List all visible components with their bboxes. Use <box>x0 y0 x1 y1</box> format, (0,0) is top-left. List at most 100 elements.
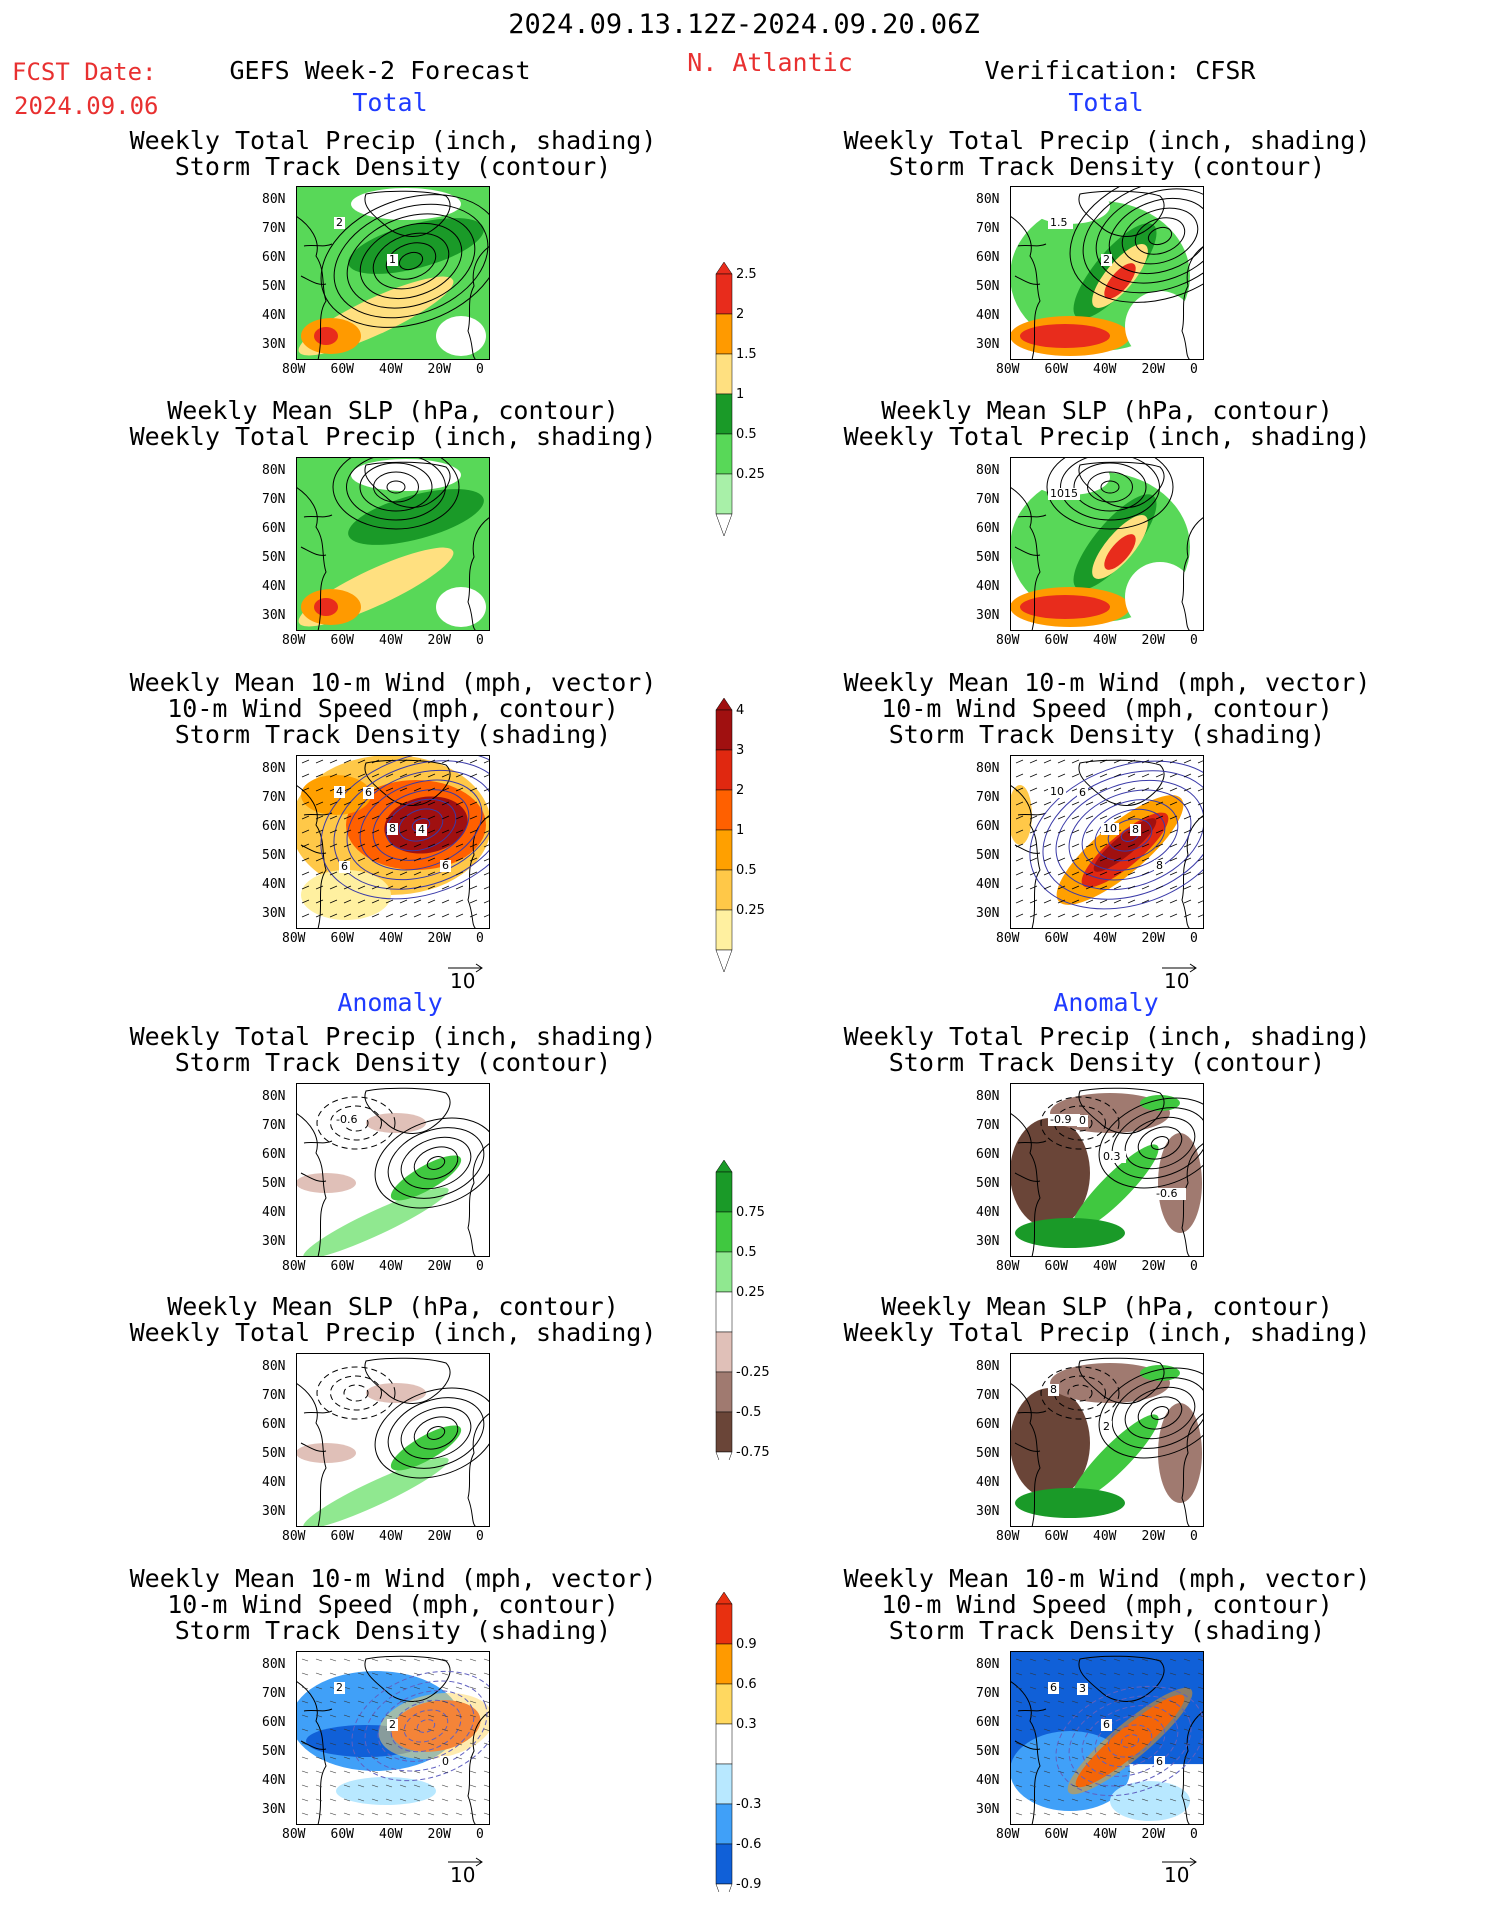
contour-label: 0 <box>1079 1114 1086 1127</box>
lon-tick-l-2-4: 0 <box>476 931 484 946</box>
lon-tick-r-0-0: 80W <box>996 362 1020 377</box>
panel-title-r-1-0: Weekly Mean SLP (hPa, contour) <box>881 396 1333 425</box>
vector-reference-arrow: 10 <box>1162 1857 1197 1884</box>
vector-reference-arrow: 10 <box>448 963 483 990</box>
colorbar-swatch <box>715 273 733 315</box>
lon-tick-r-0-3: 20W <box>1141 362 1165 377</box>
lon-tick-l-5-2: 40W <box>379 1827 403 1842</box>
colorbar-label: 0.5 <box>736 863 757 878</box>
lat-tick-l-1-4: 40N <box>262 579 286 594</box>
precip-anomaly-colorbar: 0.75 0.5 0.25 -0.25 -0.5 -0.75 <box>715 1160 770 1460</box>
lon-tick-r-2-2: 40W <box>1093 931 1117 946</box>
map-r-slp_total: 1015 <box>1010 457 1204 631</box>
track-density-anomaly-colorbar: 0.9 0.6 0.3 -0.3 -0.6 -0.9 <box>715 1592 761 1892</box>
right-total-label: Total <box>1068 88 1144 117</box>
panel-title-l-4-1: Weekly Total Precip (inch, shading) <box>129 1318 657 1347</box>
lat-tick-l-2-3: 50N <box>262 848 286 863</box>
lon-tick-l-0-2: 40W <box>379 362 403 377</box>
panel-title-l-2-2: Storm Track Density (shading) <box>174 720 612 749</box>
lon-tick-l-3-1: 60W <box>330 1259 354 1274</box>
lon-tick-r-4-1: 60W <box>1044 1529 1068 1544</box>
contour-label: 10 <box>1050 785 1064 798</box>
lon-tick-r-2-0: 80W <box>996 931 1020 946</box>
lat-tick-r-3-4: 40N <box>976 1205 1000 1220</box>
lon-tick-r-3-2: 40W <box>1093 1259 1117 1274</box>
panel-title-l-3-1: Storm Track Density (contour) <box>174 1048 612 1077</box>
colorbar-swatch <box>715 1411 733 1453</box>
vector-reference-arrow: 10 <box>1162 963 1197 990</box>
lon-tick-l-5-3: 20W <box>427 1827 451 1842</box>
colorbar-swatch <box>715 1171 733 1213</box>
lon-tick-l-3-4: 0 <box>476 1259 484 1274</box>
date-range-title: 2024.09.13.12Z-2024.09.20.06Z <box>508 9 980 40</box>
lon-tick-r-1-3: 20W <box>1141 633 1165 648</box>
lat-tick-r-0-4: 40N <box>976 308 1000 323</box>
contour-label: 8 <box>1156 859 1163 872</box>
lat-tick-l-2-1: 70N <box>262 790 286 805</box>
panel-title-l-1-0: Weekly Mean SLP (hPa, contour) <box>167 396 619 425</box>
right-column-title: Verification: CFSR <box>984 56 1256 85</box>
lat-tick-r-2-1: 70N <box>976 790 1000 805</box>
colorbar-label: 0.3 <box>736 1717 757 1732</box>
lat-tick-r-2-5: 30N <box>976 906 1000 921</box>
contour-label: 3 <box>1079 1682 1086 1695</box>
panel-title-l-5-2: Storm Track Density (shading) <box>174 1616 612 1645</box>
lat-tick-l-1-3: 50N <box>262 550 286 565</box>
contour-label: 6 <box>1079 786 1086 799</box>
map-r-precip_anom: -0.9 0.3 -0.6 0 <box>1010 1083 1204 1257</box>
lat-tick-r-0-0: 80N <box>976 192 1000 207</box>
panel-title-r-5-2: Storm Track Density (shading) <box>888 1616 1326 1645</box>
colorbar-label: -0.6 <box>736 1837 761 1852</box>
colorbar-label: 0.25 <box>736 903 765 918</box>
panel-title-r-2-0: Weekly Mean 10-m Wind (mph, vector) <box>843 668 1371 697</box>
lat-tick-r-0-1: 70N <box>976 221 1000 236</box>
colorbar-label: 4 <box>736 703 744 718</box>
colorbar-swatch <box>715 393 733 435</box>
lon-tick-r-2-4: 0 <box>1190 931 1198 946</box>
panel-title-l-4-0: Weekly Mean SLP (hPa, contour) <box>167 1292 619 1321</box>
colorbar-label: 0.75 <box>736 1205 765 1220</box>
lon-tick-r-5-3: 20W <box>1141 1827 1165 1842</box>
lat-tick-l-3-2: 60N <box>262 1147 286 1162</box>
contour-label: 8 <box>389 822 396 835</box>
panel-title-r-5-0: Weekly Mean 10-m Wind (mph, vector) <box>843 1564 1371 1593</box>
lon-tick-r-1-4: 0 <box>1190 633 1198 648</box>
lon-tick-l-0-4: 0 <box>476 362 484 377</box>
lat-tick-r-0-2: 60N <box>976 250 1000 265</box>
colorbar-swatch <box>715 749 733 791</box>
colorbar-label: -0.9 <box>736 1877 761 1892</box>
lon-tick-l-4-3: 20W <box>427 1529 451 1544</box>
map-l-slp_anom <box>296 1353 490 1527</box>
lon-tick-l-4-1: 60W <box>330 1529 354 1544</box>
lat-tick-r-3-1: 70N <box>976 1118 1000 1133</box>
contour-label: 6 <box>442 859 449 872</box>
panel-title-r-2-2: Storm Track Density (shading) <box>888 720 1326 749</box>
lat-tick-l-1-5: 30N <box>262 608 286 623</box>
vector-reference-label: 10 <box>1164 969 1189 990</box>
colorbar-swatch <box>715 1723 733 1765</box>
colorbar-swatch <box>715 1291 733 1333</box>
colorbar-swatch <box>715 473 733 515</box>
lat-tick-l-0-3: 50N <box>262 279 286 294</box>
panel-title-l-3-0: Weekly Total Precip (inch, shading) <box>129 1022 657 1051</box>
contour-label: 2 <box>1103 253 1110 266</box>
colorbar-label: 0.5 <box>736 427 757 442</box>
lon-tick-l-1-3: 20W <box>427 633 451 648</box>
colorbar-swatch <box>715 1683 733 1725</box>
colorbar-label: 1.5 <box>736 347 757 362</box>
fcst-date-value: 2024.09.06 <box>14 92 159 120</box>
lon-tick-l-2-3: 20W <box>427 931 451 946</box>
contour-label: 6 <box>365 786 372 799</box>
lat-tick-r-1-1: 70N <box>976 492 1000 507</box>
lon-tick-l-1-2: 40W <box>379 633 403 648</box>
lat-tick-l-2-5: 30N <box>262 906 286 921</box>
panel-title-r-3-0: Weekly Total Precip (inch, shading) <box>843 1022 1371 1051</box>
panel-title-l-0-1: Storm Track Density (contour) <box>174 152 612 181</box>
lat-tick-r-1-0: 80N <box>976 463 1000 478</box>
lat-tick-l-5-3: 50N <box>262 1744 286 1759</box>
colorbar-swatch <box>715 313 733 355</box>
lat-tick-r-4-4: 40N <box>976 1475 1000 1490</box>
lon-tick-l-1-0: 80W <box>282 633 306 648</box>
lon-tick-l-4-4: 0 <box>476 1529 484 1544</box>
panel-title-r-5-1: 10-m Wind Speed (mph, contour) <box>881 1590 1333 1619</box>
